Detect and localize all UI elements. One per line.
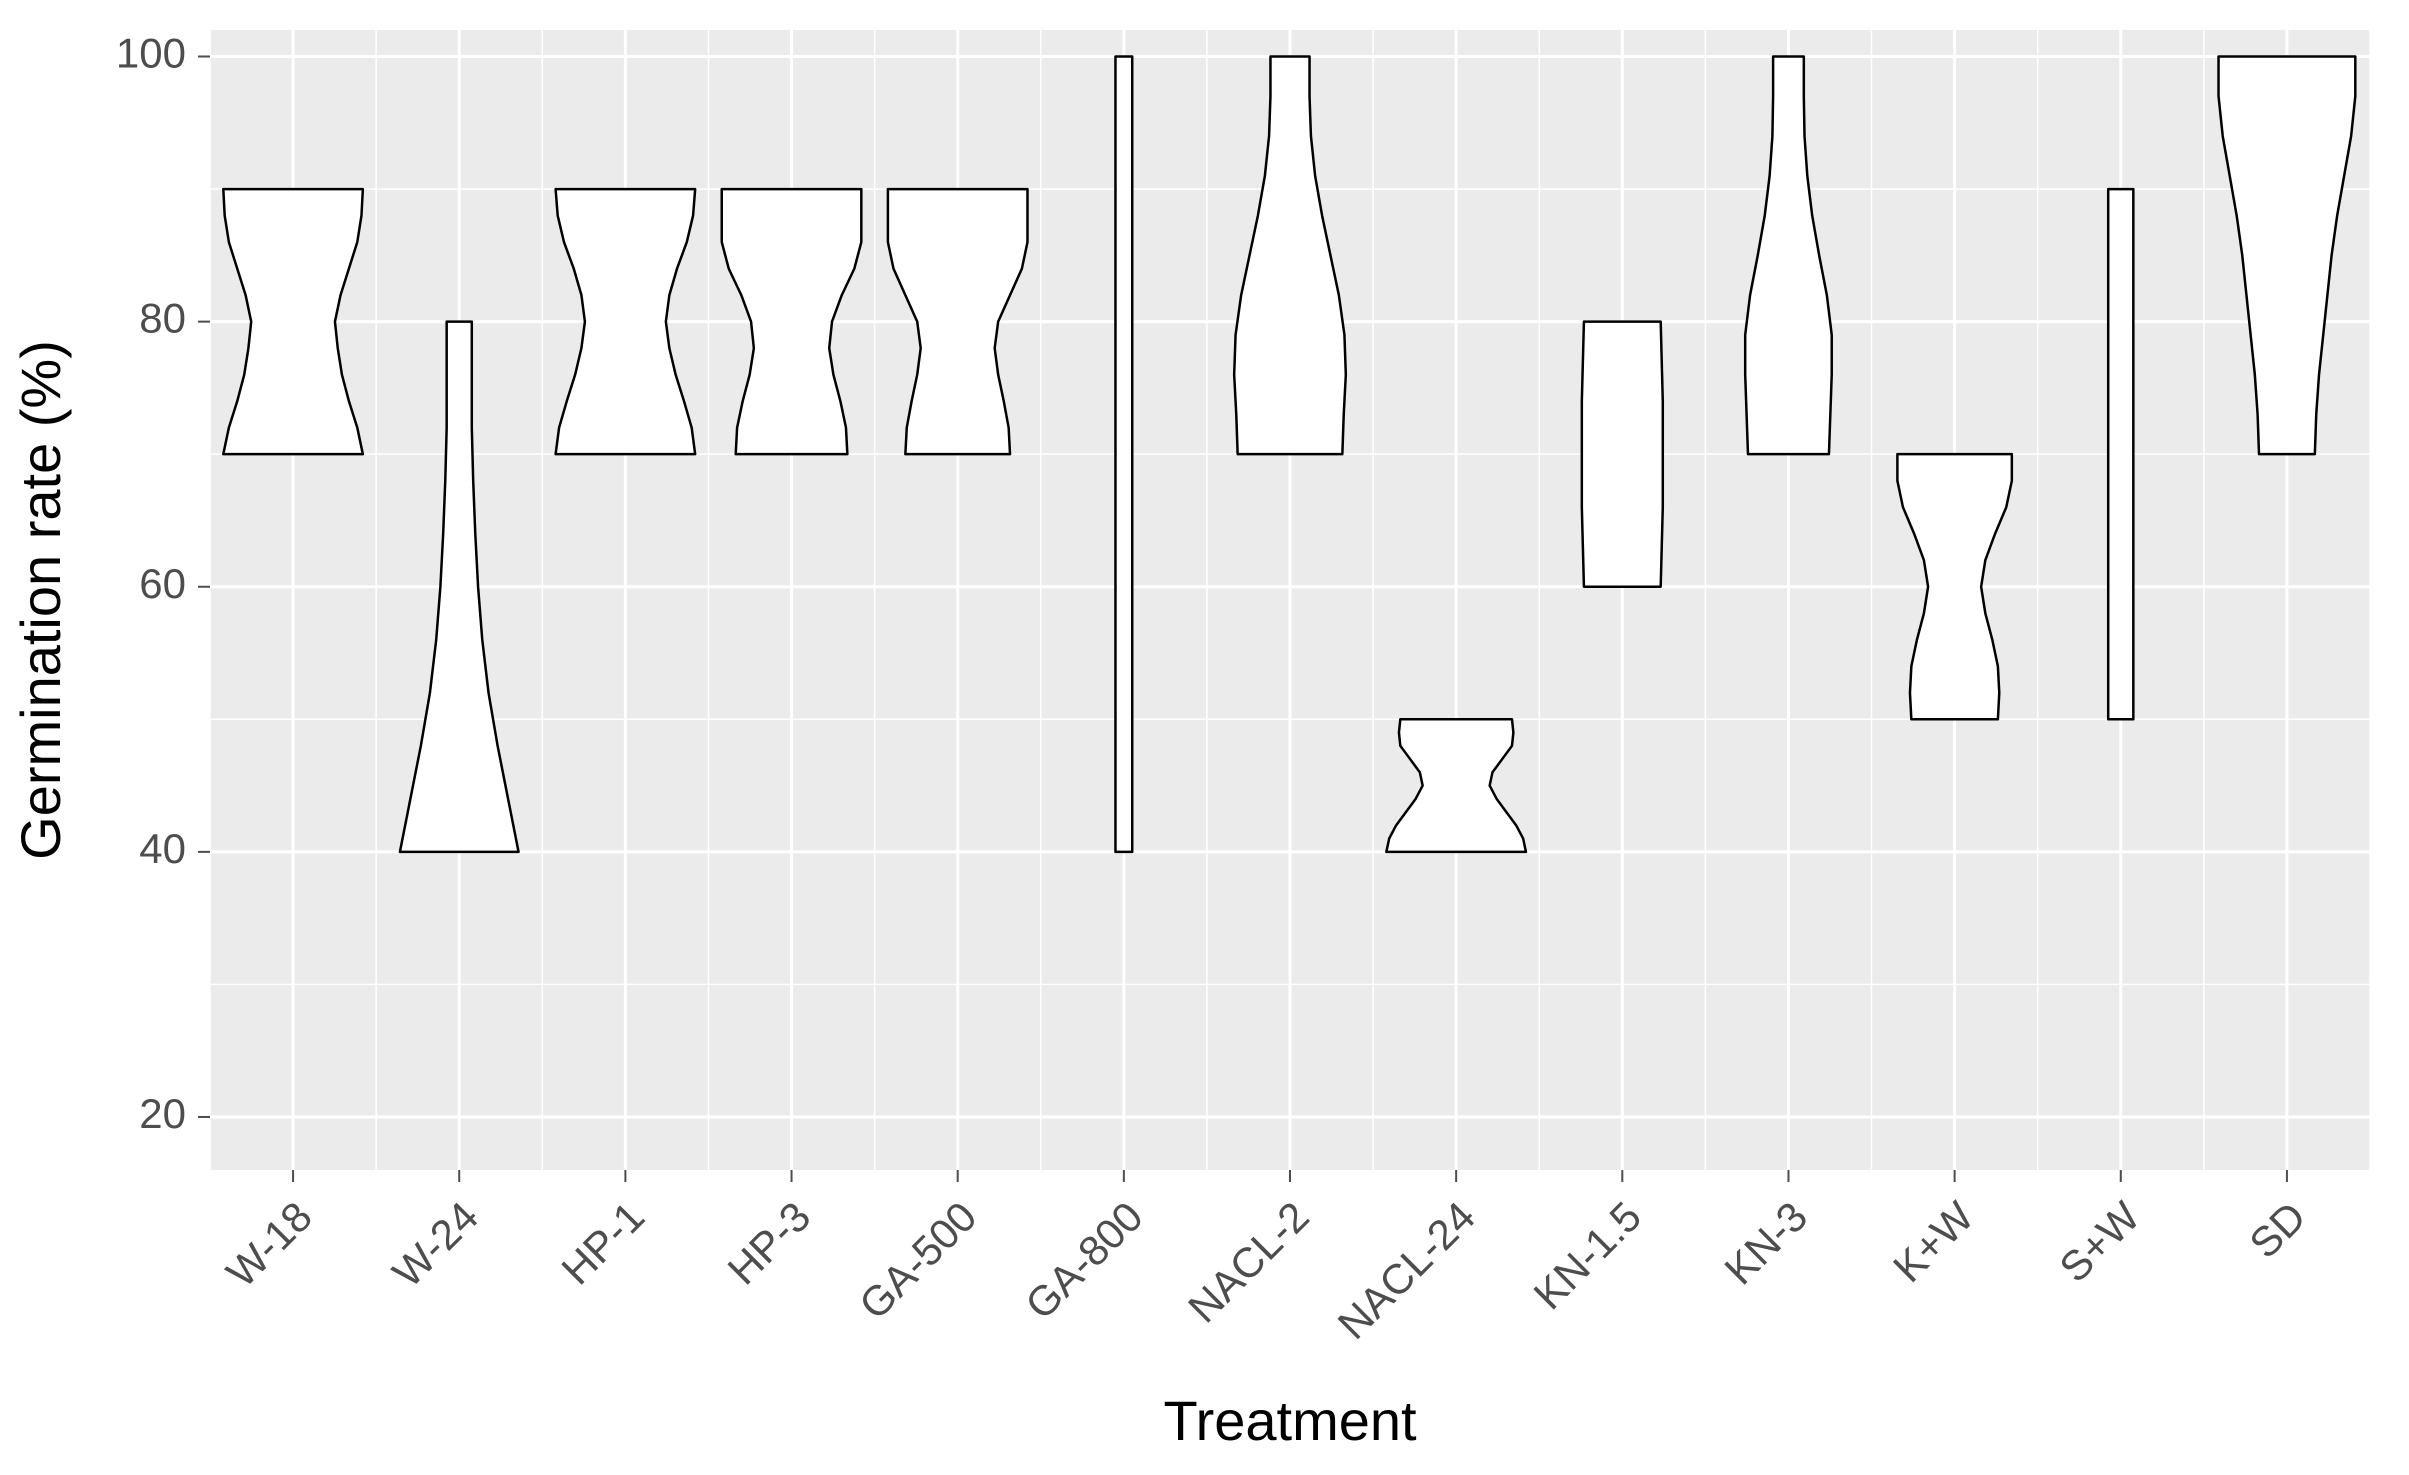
x-tick-label: W-24 [383, 1193, 487, 1297]
x-tick-label: HP-3 [718, 1193, 819, 1294]
violin-GA-800 [1115, 57, 1132, 852]
violin-chart: 20406080100W-18W-24HP-1HP-3GA-500GA-800N… [0, 0, 2409, 1475]
x-tick-label: SD [2240, 1193, 2315, 1268]
x-tick-label: K+W [1884, 1192, 1983, 1291]
violin-KN-1.5 [1582, 322, 1663, 587]
x-tick-label: W-18 [217, 1193, 321, 1297]
y-tick-label: 80 [139, 295, 186, 342]
y-axis-title: Germination rate (%) [9, 340, 72, 860]
violin-S+W [2108, 189, 2133, 719]
y-tick-label: 60 [139, 560, 186, 607]
x-axis-title: Treatment [1163, 1389, 1417, 1452]
x-tick-label: KN-1.5 [1525, 1193, 1651, 1319]
x-tick-label: S+W [2050, 1192, 2149, 1291]
x-tick-label: NACL-24 [1329, 1193, 1484, 1348]
chart-svg: 20406080100W-18W-24HP-1HP-3GA-500GA-800N… [0, 0, 2409, 1475]
x-tick-label: GA-500 [850, 1193, 986, 1329]
x-tick-label: NACL-2 [1179, 1193, 1318, 1332]
x-tick-label: KN-3 [1715, 1193, 1816, 1294]
x-tick-label: HP-1 [552, 1193, 653, 1294]
x-tick-label: GA-800 [1016, 1193, 1152, 1329]
y-tick-label: 40 [139, 825, 186, 872]
y-tick-label: 20 [139, 1090, 186, 1137]
y-tick-label: 100 [116, 30, 186, 77]
